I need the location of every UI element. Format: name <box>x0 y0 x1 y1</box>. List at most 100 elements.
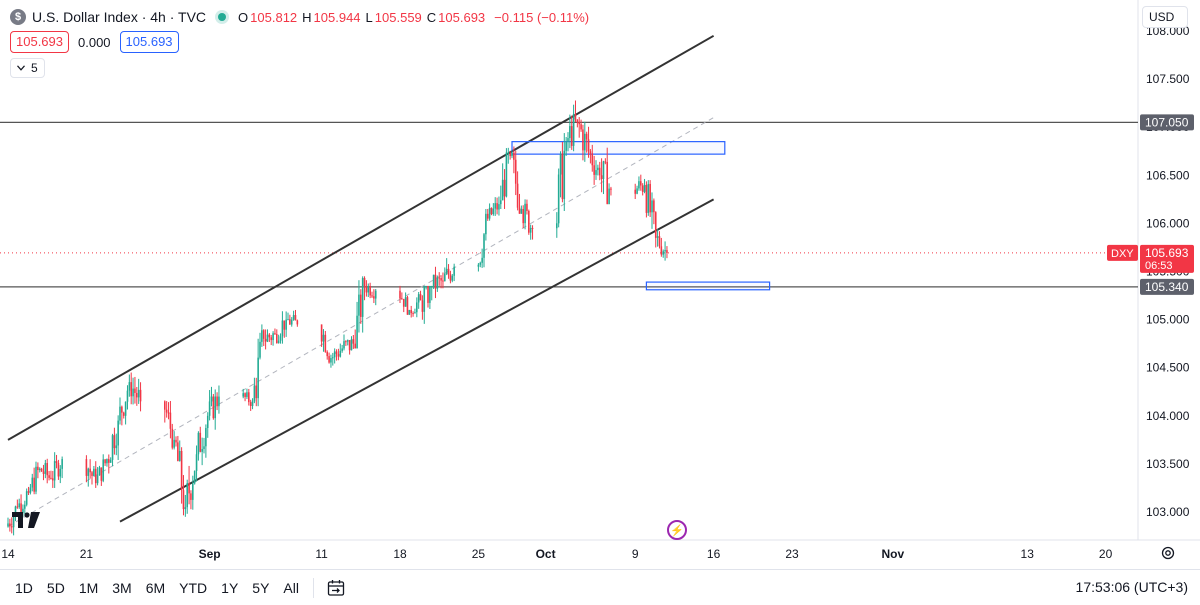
range-1d-button[interactable]: 1D <box>15 579 33 596</box>
candle-body <box>373 296 375 299</box>
candle-body <box>53 461 56 481</box>
candle-body <box>346 340 349 342</box>
candle-body <box>14 506 17 516</box>
candle-body <box>111 435 114 460</box>
candle-body <box>136 392 138 398</box>
spread-value: 0.000 <box>78 34 111 50</box>
time-tick-label: 14 <box>1 547 15 561</box>
candle-body <box>262 330 265 339</box>
price-tick-label: 104.000 <box>1146 409 1190 423</box>
candle-body <box>501 179 504 201</box>
level-price-label: 105.340 <box>1145 280 1189 294</box>
candle-body <box>561 153 564 200</box>
price-chart[interactable]: 103.000 103.500 104.000 104.500 105.000 105.5… <box>0 0 1200 570</box>
sell-price-button[interactable]: 105.693 <box>10 31 69 53</box>
flash-event-icon[interactable]: ⚡ <box>667 520 687 540</box>
zone-rectangle <box>645 281 771 291</box>
candle-body <box>206 415 209 429</box>
candle-body <box>640 181 642 186</box>
time-tick-label: 23 <box>785 547 799 561</box>
candle-body <box>488 207 491 219</box>
indicators-toggle-button[interactable]: 5 <box>10 58 45 78</box>
candle-body <box>358 294 360 316</box>
range-6m-button[interactable]: 6M <box>145 579 166 596</box>
candle-body <box>500 200 502 205</box>
candle-body <box>290 319 293 325</box>
ohlc-open-key: O <box>238 9 249 25</box>
tradingview-logo-icon[interactable] <box>12 512 40 528</box>
candle-body <box>277 340 280 344</box>
candle-body <box>294 315 297 321</box>
candle-body <box>35 466 37 492</box>
candle-body <box>651 200 653 213</box>
candle-body <box>177 442 179 461</box>
candle-body <box>656 236 659 238</box>
candle-body <box>513 152 515 160</box>
buy-price-button[interactable]: 105.693 <box>119 31 179 53</box>
candle-body <box>12 515 15 528</box>
gear-icon[interactable] <box>1160 545 1176 561</box>
currency-selector[interactable]: USD <box>1142 6 1188 28</box>
range-1y-button[interactable]: 1Y <box>221 579 239 596</box>
time-tick-label: Oct <box>536 547 556 561</box>
time-tick-label: 16 <box>707 547 721 561</box>
candle-body <box>556 223 558 229</box>
candle-body <box>93 468 95 476</box>
candle-body <box>164 401 166 410</box>
candle-body <box>108 459 110 463</box>
candle-body <box>404 297 407 307</box>
range-ytd-button[interactable]: YTD <box>179 579 208 596</box>
candle-body <box>246 392 248 397</box>
range-3m-button[interactable]: 3M <box>112 579 132 596</box>
candle-body <box>584 133 586 151</box>
candle-body <box>29 487 32 493</box>
range-1m-button[interactable]: 1M <box>78 579 99 596</box>
candle-body <box>490 207 493 215</box>
candle-body <box>434 274 437 289</box>
ohlc-low-key: L <box>365 9 373 25</box>
candle-body <box>57 462 60 477</box>
candle-body <box>408 309 411 315</box>
timezone-clock[interactable]: 17:53:06 (UTC+3) <box>1075 579 1188 595</box>
symbol-title[interactable]: U.S. Dollar Index · 4h · TVC <box>32 9 207 25</box>
candle-body <box>559 153 562 175</box>
ohlc-values: O 105.812 H 105.944 L 105.559 C 105.693 <box>238 10 488 25</box>
candle-body <box>292 315 295 320</box>
candle-body <box>666 250 668 253</box>
candle-body <box>479 262 482 265</box>
candle-body <box>182 490 185 510</box>
candle-body <box>270 337 273 341</box>
candle-body <box>109 459 112 463</box>
level-price-tag <box>1140 278 1194 295</box>
candle-body <box>203 446 205 450</box>
candle-body <box>214 396 217 419</box>
candle-body <box>40 468 43 472</box>
candle-body <box>44 463 47 474</box>
last-price-label: 105.693 <box>1145 246 1189 260</box>
candle-body <box>132 388 134 397</box>
range-all-button[interactable]: All <box>283 579 299 596</box>
candle-body <box>255 385 258 399</box>
candle-body <box>662 251 665 255</box>
candle-body <box>569 126 571 139</box>
candle-body <box>410 309 412 314</box>
ohlc-close-value: 105.693 <box>438 9 486 25</box>
candle-body <box>440 278 442 281</box>
candle-body <box>98 467 101 476</box>
candle-body <box>279 336 282 341</box>
date-range-calendar-icon[interactable] <box>326 578 346 598</box>
candle-body <box>339 350 342 357</box>
candle-body <box>641 185 644 192</box>
channel-lower-line <box>119 198 715 523</box>
candle-body <box>261 330 263 342</box>
range-5d-button[interactable]: 5D <box>46 579 65 596</box>
candle-body <box>18 503 20 508</box>
candle-body <box>429 285 431 303</box>
indicators-row: 5 <box>10 58 45 78</box>
candle-body <box>115 445 118 449</box>
candle-body <box>649 183 651 213</box>
candle-body <box>285 319 287 330</box>
range-5y-button[interactable]: 5Y <box>252 579 270 596</box>
candle-body <box>374 290 377 299</box>
candle-body <box>348 340 351 351</box>
